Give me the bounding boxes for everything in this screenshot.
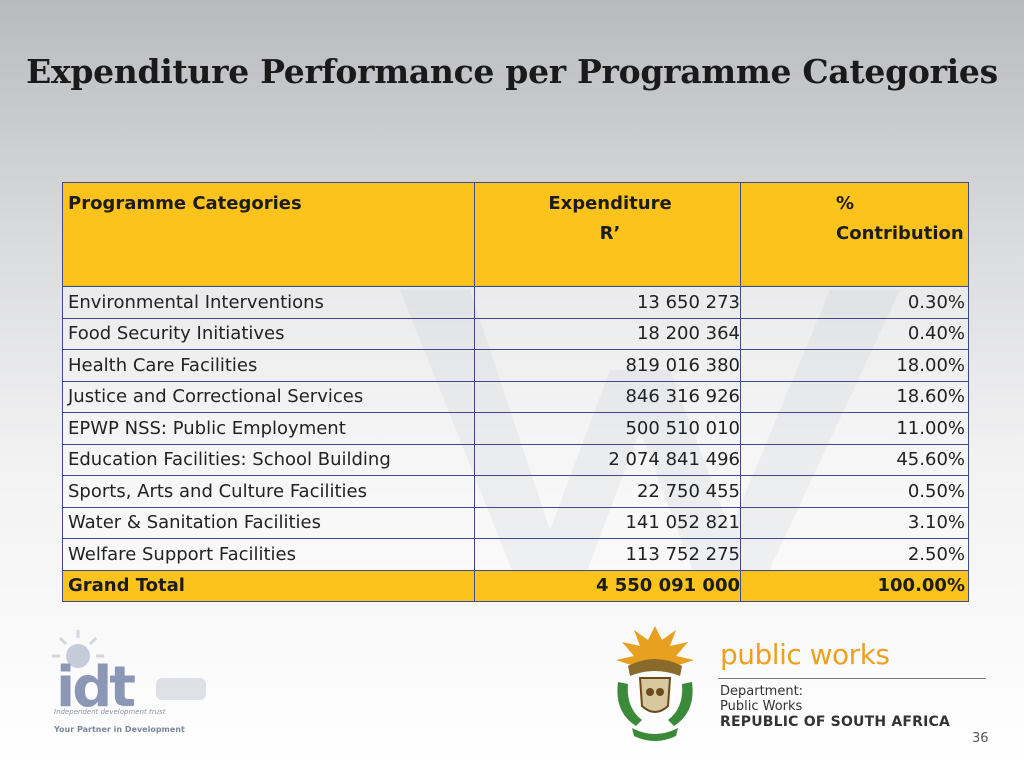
table-row: Environmental Interventions 13 650 273 0…: [62, 286, 969, 319]
row-category: Environmental Interventions: [62, 286, 475, 319]
row-percent: 18.00%: [740, 349, 969, 382]
row-expenditure: 500 510 010: [474, 412, 741, 445]
total-label: Grand Total: [62, 569, 475, 602]
row-category: Welfare Support Facilities: [62, 538, 475, 571]
header-programme-categories: Programme Categories: [62, 182, 475, 287]
table-row: Welfare Support Facilities 113 752 275 2…: [62, 538, 969, 571]
grand-total-row: Grand Total 4 550 091 000 100.00%: [62, 569, 969, 602]
idt-logo-mark: idt: [56, 655, 136, 720]
idt-logo-icon: [52, 630, 206, 700]
row-expenditure: 2 074 841 496: [474, 443, 741, 476]
row-expenditure: 141 052 821: [474, 506, 741, 539]
row-percent: 3.10%: [740, 506, 969, 539]
row-category: Water & Sanitation Facilities: [62, 506, 475, 539]
header-percent-contribution: % Contribution: [740, 182, 969, 287]
row-percent: 11.00%: [740, 412, 969, 445]
table-row: Health Care Facilities 819 016 380 18.00…: [62, 349, 969, 382]
header-expenditure: Expenditure R’: [474, 182, 741, 287]
table-row: EPWP NSS: Public Employment 500 510 010 …: [62, 412, 969, 445]
row-percent: 0.40%: [740, 317, 969, 350]
page-number: 36: [972, 731, 989, 746]
row-expenditure: 113 752 275: [474, 538, 741, 571]
row-percent: 18.60%: [740, 380, 969, 413]
total-expenditure: 4 550 091 000: [474, 569, 741, 602]
row-category: EPWP NSS: Public Employment: [62, 412, 475, 445]
row-category: Sports, Arts and Culture Facilities: [62, 475, 475, 508]
public-works-divider: [718, 678, 986, 679]
table-row: Sports, Arts and Culture Facilities 22 7…: [62, 475, 969, 508]
row-expenditure: 22 750 455: [474, 475, 741, 508]
row-category: Health Care Facilities: [62, 349, 475, 382]
row-category: Justice and Correctional Services: [62, 380, 475, 413]
row-expenditure: 846 316 926: [474, 380, 741, 413]
public-works-title: public works: [720, 638, 890, 671]
table-row: Water & Sanitation Facilities 141 052 82…: [62, 506, 969, 539]
idt-subtitle: Independent development trust: [54, 708, 166, 716]
row-expenditure: 13 650 273: [474, 286, 741, 319]
page-title: Expenditure Performance per Programme Ca…: [26, 52, 998, 91]
row-category: Education Facilities: School Building: [62, 443, 475, 476]
row-percent: 0.50%: [740, 475, 969, 508]
dept-line-1: Department:: [720, 684, 804, 699]
row-category: Food Security Initiatives: [62, 317, 475, 350]
row-percent: 0.30%: [740, 286, 969, 319]
table-row: Education Facilities: School Building 2 …: [62, 443, 969, 476]
total-percent: 100.00%: [740, 569, 969, 602]
table-row: Justice and Correctional Services 846 31…: [62, 380, 969, 413]
table-header-row: Programme Categories Expenditure R’ % Cont…: [62, 182, 969, 287]
public-works-country: REPUBLIC OF SOUTH AFRICA: [720, 714, 951, 730]
row-percent: 2.50%: [740, 538, 969, 571]
public-works-department: Department: Public Works: [720, 684, 803, 714]
row-expenditure: 819 016 380: [474, 349, 741, 382]
table-row: Food Security Initiatives 18 200 364 0.4…: [62, 317, 969, 350]
row-expenditure: 18 200 364: [474, 317, 741, 350]
expenditure-table: Programme Categories Expenditure R’ % Cont…: [62, 182, 969, 602]
dept-line-2: Public Works: [720, 699, 803, 714]
coat-of-arms-icon: [616, 626, 694, 741]
idt-tagline: Your Partner in Development: [54, 725, 185, 734]
row-percent: 45.60%: [740, 443, 969, 476]
